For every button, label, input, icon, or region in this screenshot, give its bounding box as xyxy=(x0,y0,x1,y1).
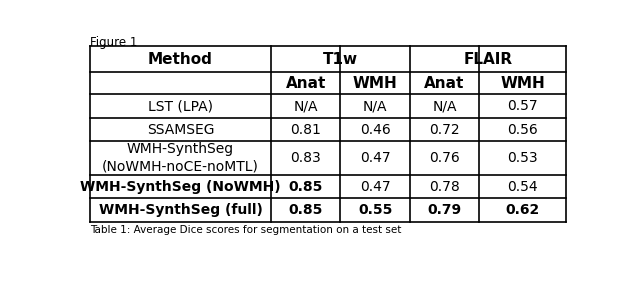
Text: 0.72: 0.72 xyxy=(429,122,460,137)
Text: Method: Method xyxy=(148,52,213,67)
Text: 0.53: 0.53 xyxy=(508,151,538,165)
Text: SSAMSEG: SSAMSEG xyxy=(147,122,214,137)
Text: T1w: T1w xyxy=(323,52,358,67)
Text: 0.56: 0.56 xyxy=(508,122,538,137)
Text: Anat: Anat xyxy=(285,76,326,91)
Text: 0.85: 0.85 xyxy=(289,180,323,194)
Text: 0.62: 0.62 xyxy=(506,203,540,217)
Text: 0.47: 0.47 xyxy=(360,151,390,165)
Text: 0.79: 0.79 xyxy=(428,203,461,217)
Text: WMH-SynthSeg
(NoWMH-noCE-noMTL): WMH-SynthSeg (NoWMH-noCE-noMTL) xyxy=(102,142,259,174)
Text: 0.57: 0.57 xyxy=(508,99,538,113)
Text: Figure 1: Figure 1 xyxy=(90,36,138,49)
Text: FLAIR: FLAIR xyxy=(463,52,513,67)
Text: 0.81: 0.81 xyxy=(291,122,321,137)
Text: Table 1: Average Dice scores for segmentation on a test set: Table 1: Average Dice scores for segment… xyxy=(90,225,401,235)
Text: 0.55: 0.55 xyxy=(358,203,392,217)
Text: 0.78: 0.78 xyxy=(429,180,460,194)
Text: 0.47: 0.47 xyxy=(360,180,390,194)
Text: Anat: Anat xyxy=(424,76,465,91)
Text: 0.85: 0.85 xyxy=(289,203,323,217)
Text: WMH: WMH xyxy=(353,76,397,91)
Text: LST (LPA): LST (LPA) xyxy=(148,99,213,113)
Text: N/A: N/A xyxy=(432,99,457,113)
Text: WMH-SynthSeg (NoWMH): WMH-SynthSeg (NoWMH) xyxy=(80,180,281,194)
Text: N/A: N/A xyxy=(363,99,387,113)
Text: 0.54: 0.54 xyxy=(508,180,538,194)
Text: 0.83: 0.83 xyxy=(291,151,321,165)
Text: 0.46: 0.46 xyxy=(360,122,390,137)
Text: WMH: WMH xyxy=(500,76,545,91)
Text: 0.76: 0.76 xyxy=(429,151,460,165)
Text: WMH-SynthSeg (full): WMH-SynthSeg (full) xyxy=(99,203,262,217)
Text: N/A: N/A xyxy=(293,99,318,113)
